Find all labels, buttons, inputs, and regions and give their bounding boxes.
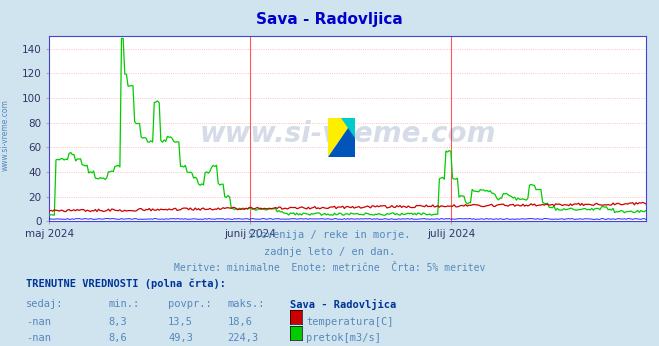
Text: 13,5: 13,5 [168,317,193,327]
Text: temperatura[C]: temperatura[C] [306,317,394,327]
Text: www.si-vreme.com: www.si-vreme.com [1,99,10,171]
Text: Meritve: minimalne  Enote: metrične  Črta: 5% meritev: Meritve: minimalne Enote: metrične Črta:… [174,263,485,273]
Text: sedaj:: sedaj: [26,299,64,309]
Polygon shape [328,118,355,157]
Text: Sava - Radovljica: Sava - Radovljica [256,12,403,27]
Text: TRENUTNE VREDNOSTI (polna črta):: TRENUTNE VREDNOSTI (polna črta): [26,279,226,289]
Text: 8,6: 8,6 [109,333,127,343]
Text: pretok[m3/s]: pretok[m3/s] [306,333,382,343]
Text: zadnje leto / en dan.: zadnje leto / en dan. [264,247,395,257]
Text: min.:: min.: [109,299,140,309]
Text: 224,3: 224,3 [227,333,258,343]
Text: Sava - Radovljica: Sava - Radovljica [290,299,396,310]
Text: Slovenija / reke in morje.: Slovenija / reke in morje. [248,230,411,240]
Text: www.si-vreme.com: www.si-vreme.com [200,120,496,148]
Text: 49,3: 49,3 [168,333,193,343]
Text: 18,6: 18,6 [227,317,252,327]
Text: povpr.:: povpr.: [168,299,212,309]
Text: -nan: -nan [26,317,51,327]
Text: maks.:: maks.: [227,299,265,309]
Polygon shape [328,118,355,157]
Polygon shape [341,118,355,137]
Text: 8,3: 8,3 [109,317,127,327]
Text: -nan: -nan [26,333,51,343]
